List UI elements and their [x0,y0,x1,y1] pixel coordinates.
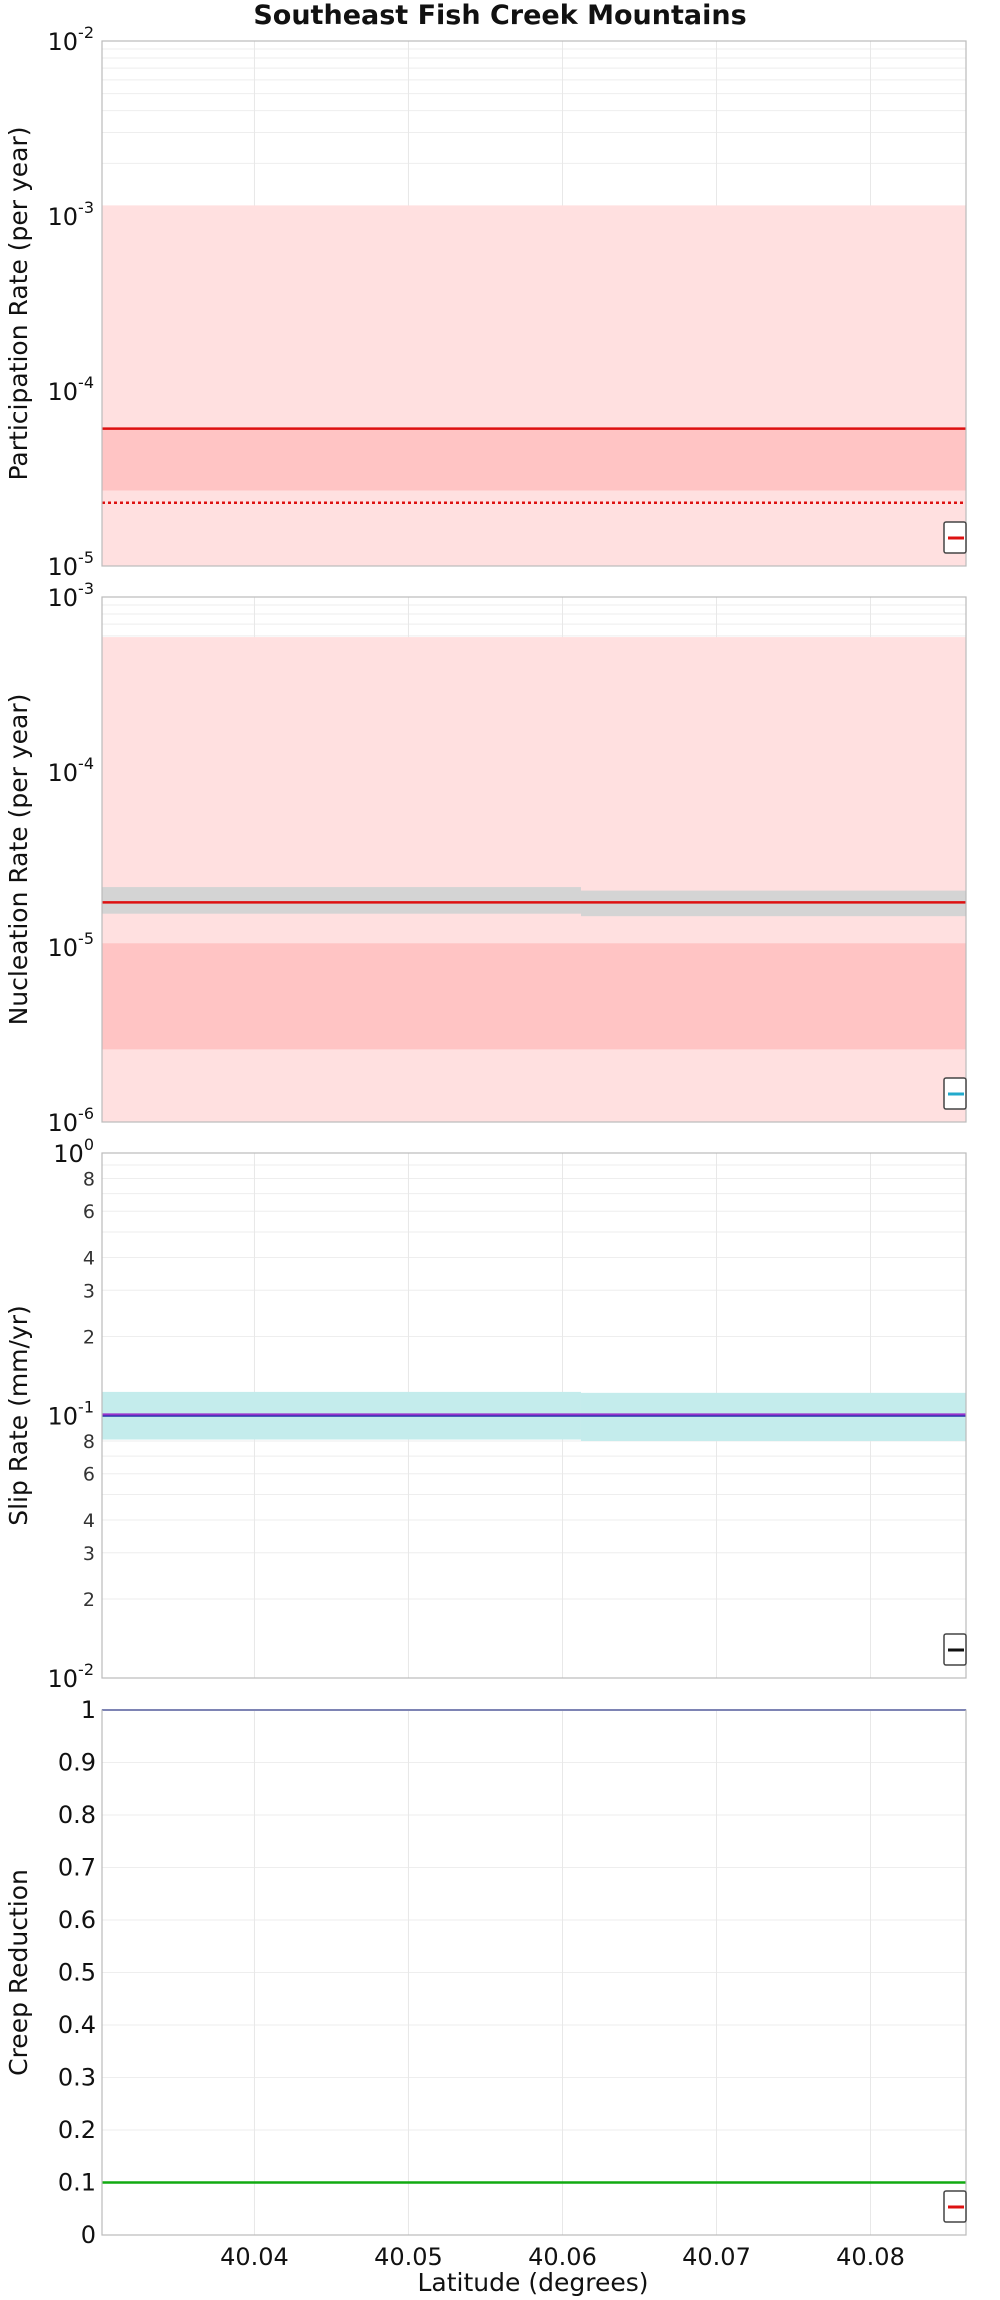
plot-frame [101,40,967,567]
y-tick-label: 10-5 [48,929,95,962]
chart-title: Southeast Fish Creek Mountains [253,0,746,31]
y-tick-label: 0 [81,2221,96,2249]
y-tick-label: 0.3 [58,2064,96,2092]
y-minor-tick-label: 8 [83,1431,95,1453]
y-tick-label: 10-2 [48,1660,95,1693]
y-minor-tick-label: 3 [83,1543,95,1565]
y-tick-label: 0.5 [58,1959,96,1987]
band-segment [102,205,966,567]
y-tick-label: 10-4 [48,754,95,787]
y-axis-label: Nucleation Rate (per year) [4,694,33,1026]
y-tick-label: 10-1 [48,1398,95,1431]
y-tick-label: 10-5 [48,548,95,581]
y-tick-label: 100 [53,1135,94,1168]
y-minor-tick-label: 2 [83,1589,95,1611]
band-segment [102,943,966,1050]
x-tick-label: 40.07 [682,2243,751,2271]
plot-frame [101,1709,967,2236]
legend [943,1633,967,1666]
y-tick-label: 10-3 [48,198,95,231]
y-minor-tick-label: 3 [83,1280,95,1302]
series-min-max-band [102,205,966,567]
series-central-band [102,943,966,1050]
y-minor-tick-label: 6 [83,1201,95,1223]
x-axis-label: Latitude (degrees) [418,2268,649,2297]
legend [943,2190,967,2223]
y-minor-tick-label: 6 [83,1464,95,1486]
y-tick-label: 1 [81,1696,96,1724]
y-minor-tick-label: 4 [83,1247,95,1269]
y-tick-label: 0.1 [58,2169,96,2197]
panels: 10-5 10-4 10-3 10-2 Participation Rate (per … [4,23,967,2271]
series-central-band [102,428,966,491]
x-tick-label: 40.06 [528,2243,597,2271]
y-tick-label: 10-6 [48,1104,95,1137]
y-axis-label: Participation Rate (per year) [4,126,33,480]
y-tick-label: 0.9 [58,1749,96,1777]
band-segment [102,428,966,491]
y-tick-label: 0.6 [58,1906,96,1934]
x-tick-label: 40.05 [374,2243,443,2271]
y-tick-label: 10-3 [48,579,95,612]
band-segment [102,887,581,914]
plot-frame [101,596,967,1123]
x-tick-label: 40.04 [220,2243,289,2271]
y-tick-label: 0.4 [58,2011,96,2039]
band-segment [580,1392,966,1441]
panel-2: 10-6 10-5 10-4 10-3 Nucleation Rate (per yea… [4,579,967,1137]
legend [943,1077,967,1110]
y-tick-label: 0.7 [58,1854,96,1882]
y-minor-tick-label: 8 [83,1168,95,1190]
panel-1: 10-5 10-4 10-3 10-2 Participation Rate (per … [4,23,967,581]
panel-3: 10-2 10-1 100 2 3 4 6 8 2 3 4 6 8 Slip Rate (mm/yr) [4,1135,967,1693]
y-tick-label: 10-4 [48,373,95,406]
x-tick-label: 40.08 [836,2243,905,2271]
y-axis-label: Creep Reduction [4,1869,33,2076]
legend [943,521,967,554]
y-axis-label: Slip Rate (mm/yr) [4,1305,33,1526]
y-tick-label: 0.2 [58,2116,96,2144]
y-minor-tick-label: 2 [83,1326,95,1348]
y-tick-label: 0.8 [58,1801,96,1829]
y-tick-label: 10-2 [48,23,95,56]
y-minor-tick-label: 4 [83,1510,95,1532]
panel-4: 0 0.1 0.2 0.3 0.4 0.5 0.6 0.7 0.8 0.9 1 Creep Reduc… [4,1696,967,2249]
plot-frame [101,1152,967,1679]
